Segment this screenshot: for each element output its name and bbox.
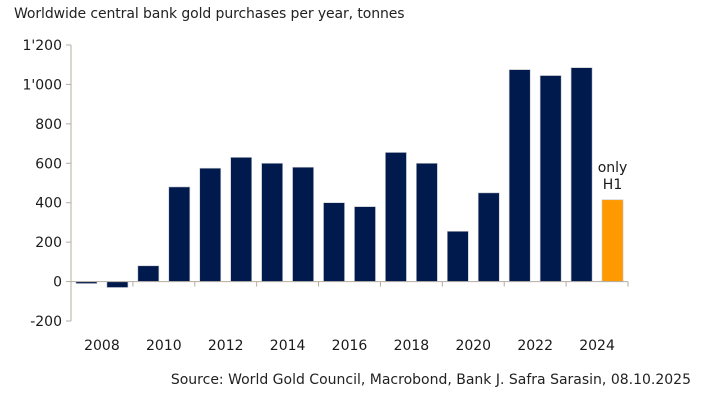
y-tick-label: 800 xyxy=(35,117,62,133)
y-tick-label: 0 xyxy=(53,275,62,291)
x-tick-label: 2016 xyxy=(332,338,368,354)
x-tick-label: 2018 xyxy=(394,338,430,354)
bar-2014 xyxy=(261,162,283,282)
bar-2017 xyxy=(354,206,376,282)
x-tick-label: 2014 xyxy=(270,338,306,354)
bar-2011 xyxy=(168,186,191,282)
bar-2022 xyxy=(508,69,531,282)
y-tick-label: 1'200 xyxy=(23,38,62,54)
bar-2023 xyxy=(539,75,562,282)
bar-2010 xyxy=(137,265,160,282)
x-tick-label: 2022 xyxy=(517,338,553,354)
bar-2018 xyxy=(385,152,407,282)
bar-2009 xyxy=(106,281,129,288)
y-axis: -200 0 200 400 600 800 1'000 1'200 xyxy=(23,38,72,330)
bar-2012 xyxy=(199,167,222,282)
bar-2024 xyxy=(570,67,593,282)
y-tick-label: 200 xyxy=(35,235,62,251)
chart-title: Worldwide central bank gold purchases pe… xyxy=(14,6,405,22)
x-tick-label: 2010 xyxy=(146,338,182,354)
x-tick-label: 2008 xyxy=(84,338,120,354)
annotation-label: H1 xyxy=(603,177,622,193)
bar-2020 xyxy=(446,231,469,282)
y-tick-label: 1'000 xyxy=(23,77,62,93)
bar-2021 xyxy=(477,192,500,282)
x-tick-label: 2012 xyxy=(208,338,244,354)
y-tick-label: -200 xyxy=(30,314,62,330)
bar-2016 xyxy=(323,202,345,282)
bar-2013 xyxy=(230,157,253,282)
bars xyxy=(75,67,624,288)
x-axis: 2008 2010 2012 2014 2016 2018 2020 2022 2024 xyxy=(71,281,629,354)
bar-2025 xyxy=(601,199,624,282)
annotation-label: only xyxy=(598,160,628,176)
bar-2015 xyxy=(292,166,314,282)
source-note: Source: World Gold Council, Macrobond, B… xyxy=(170,372,691,388)
y-tick-label: 400 xyxy=(35,196,62,212)
x-tick-label: 2020 xyxy=(455,338,491,354)
x-tick-label: 2024 xyxy=(579,338,615,354)
bar-2019 xyxy=(416,162,438,282)
y-tick-label: 600 xyxy=(35,156,62,172)
